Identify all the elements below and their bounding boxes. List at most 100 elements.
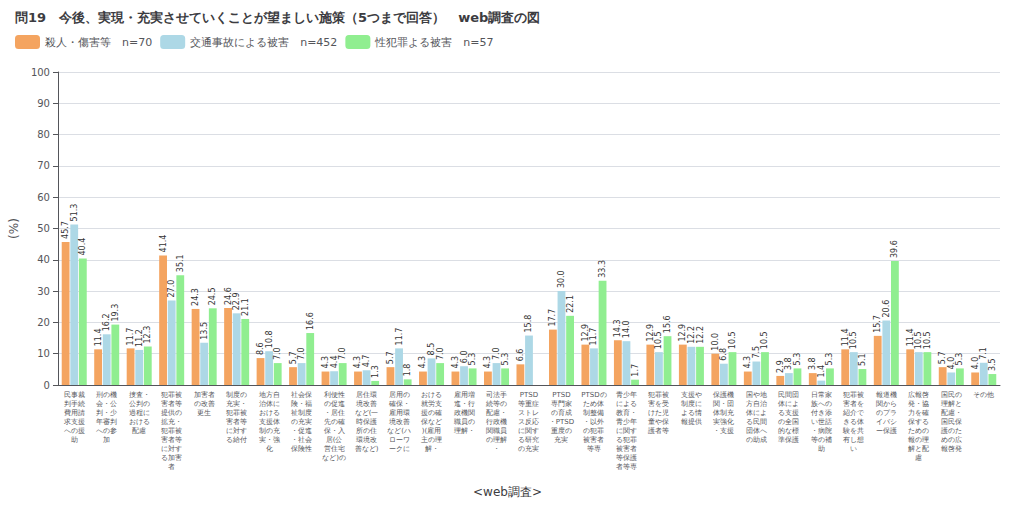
svg-text:5.7: 5.7 — [386, 351, 395, 364]
svg-text:境改善: 境改善 — [355, 399, 377, 408]
svg-text:加: 加 — [103, 436, 110, 444]
svg-text:・病院: ・病院 — [811, 427, 832, 435]
svg-text:ークに: ークに — [389, 445, 410, 453]
svg-text:進・行: 進・行 — [454, 400, 475, 408]
svg-text:族への: 族への — [811, 400, 832, 408]
svg-text:助: 助 — [818, 445, 825, 453]
svg-text:利便性: 利便性 — [324, 391, 345, 399]
svg-text:12.3: 12.3 — [143, 326, 152, 344]
svg-text:犯罪被: 犯罪被 — [226, 409, 247, 417]
svg-text:害者を: 害者を — [843, 400, 864, 408]
svg-text:40.4: 40.4 — [78, 238, 87, 256]
svg-text:犯罪被: 犯罪被 — [843, 391, 864, 399]
svg-text:等重症: 等重症 — [518, 400, 539, 408]
svg-text:交通事故による被害 n=452: 交通事故による被害 n=452 — [190, 36, 337, 49]
svg-text:22.1: 22.1 — [566, 295, 575, 313]
svg-text:判・少: 判・少 — [96, 409, 117, 417]
svg-text:1.3: 1.3 — [371, 365, 380, 378]
svg-text:境改善: 境改善 — [388, 417, 410, 426]
svg-text:険・福: 険・福 — [291, 400, 312, 408]
svg-text:への参: への参 — [96, 427, 117, 435]
svg-text:職員の: 職員の — [454, 418, 475, 426]
svg-text:護者等: 護者等 — [648, 427, 669, 435]
svg-text:による: による — [616, 400, 637, 408]
svg-text:社会保: 社会保 — [291, 391, 312, 399]
svg-text:ための: ための — [908, 427, 929, 435]
svg-text:14.0: 14.0 — [622, 320, 631, 338]
svg-text:)(雇用: )(雇用 — [422, 427, 441, 435]
svg-text:ー保護: ー保護 — [876, 427, 897, 435]
svg-text:など(ハ: など(ハ — [387, 427, 411, 435]
svg-text:祉制度: 祉制度 — [291, 409, 312, 417]
svg-text:40: 40 — [37, 254, 50, 265]
svg-text:ス反応: ス反応 — [518, 418, 539, 426]
svg-text:制度の: 制度の — [226, 391, 247, 399]
svg-text:日常家: 日常家 — [811, 391, 832, 399]
svg-text:16.6: 16.6 — [306, 312, 315, 330]
svg-text:被害者: 被害者 — [616, 445, 637, 453]
svg-text:関・団: 関・団 — [713, 400, 734, 408]
svg-text:害者等: 害者等 — [161, 436, 182, 444]
svg-text:1.7: 1.7 — [631, 364, 640, 377]
svg-text:41.4: 41.4 — [159, 235, 168, 253]
svg-text:3.5: 3.5 — [988, 358, 997, 371]
svg-text:・: ・ — [493, 445, 500, 453]
svg-text:公判の: 公判の — [129, 400, 150, 408]
svg-text:5.1: 5.1 — [858, 353, 867, 366]
svg-text:青少年: 青少年 — [616, 391, 637, 399]
svg-text:90: 90 — [37, 98, 50, 109]
svg-text:・支援: ・支援 — [713, 427, 734, 435]
svg-text:る民間: る民間 — [746, 418, 767, 426]
svg-text:10.5: 10.5 — [923, 331, 932, 349]
svg-text:制の充: 制の充 — [259, 427, 280, 435]
svg-text:体制充: 体制充 — [713, 409, 734, 417]
svg-text:解と配: 解と配 — [908, 445, 929, 453]
svg-text:居(公: 居(公 — [326, 436, 343, 444]
svg-text:7.0: 7.0 — [297, 347, 306, 360]
svg-text:100: 100 — [31, 67, 50, 78]
svg-text:に関す: に関す — [616, 427, 637, 435]
svg-text:い世話: い世話 — [811, 418, 832, 426]
svg-text:会・公: 会・公 — [96, 400, 117, 408]
svg-text:司法手: 司法手 — [486, 391, 507, 399]
svg-text:70: 70 — [37, 160, 50, 171]
svg-text:のプラ: のプラ — [876, 409, 897, 417]
svg-text:就労支: 就労支 — [421, 400, 442, 408]
svg-text:11.7: 11.7 — [589, 328, 598, 346]
svg-text:者: 者 — [168, 463, 175, 471]
svg-text:害者等: 害者等 — [226, 418, 247, 426]
svg-text:の育成: の育成 — [551, 408, 572, 417]
svg-text:配慮: 配慮 — [132, 427, 146, 435]
svg-text:る研究: る研究 — [518, 436, 539, 444]
svg-text:配慮・: 配慮・ — [941, 409, 962, 417]
svg-text:<web調査>: <web調査> — [473, 485, 542, 499]
svg-text:更生: 更生 — [197, 409, 211, 417]
svg-text:5.3: 5.3 — [468, 353, 477, 366]
svg-text:けた児: けた児 — [648, 409, 669, 417]
svg-text:関から: 関から — [876, 400, 897, 408]
svg-text:30: 30 — [37, 286, 50, 297]
svg-text:加害者: 加害者 — [194, 391, 215, 399]
svg-text:者等専: 者等専 — [616, 463, 637, 471]
svg-text:る犯罪: る犯罪 — [616, 436, 637, 444]
svg-text:60: 60 — [37, 192, 50, 203]
svg-text:国民保: 国民保 — [941, 418, 962, 426]
svg-text:の犯罪: の犯罪 — [583, 427, 604, 435]
svg-text:殺人・傷害等 n=70: 殺人・傷害等 n=70 — [45, 36, 152, 49]
svg-text:験を共: 験を共 — [842, 427, 864, 435]
svg-text:20: 20 — [37, 317, 50, 328]
svg-text:雇用増: 雇用増 — [454, 390, 475, 399]
svg-text:17.7: 17.7 — [548, 309, 557, 327]
svg-text:報道機: 報道機 — [876, 391, 897, 399]
svg-text:理解と: 理解と — [941, 400, 962, 408]
svg-text:犯罪被: 犯罪被 — [648, 391, 669, 399]
svg-text:過程に: 過程に — [129, 409, 150, 417]
svg-text:5.3: 5.3 — [955, 353, 964, 366]
svg-text:求支援: 求支援 — [64, 418, 85, 426]
svg-text:5.3: 5.3 — [501, 353, 510, 366]
svg-text:犯罪被: 犯罪被 — [161, 391, 182, 399]
svg-text:への援: への援 — [64, 427, 85, 435]
svg-text:イバシ: イバシ — [876, 418, 897, 426]
svg-text:準保護: 準保護 — [778, 436, 799, 444]
svg-text:10.5: 10.5 — [849, 331, 858, 349]
